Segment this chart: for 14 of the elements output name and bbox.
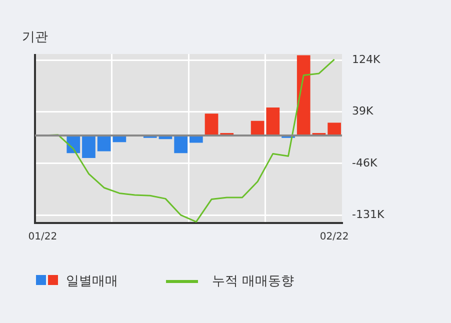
bar xyxy=(82,135,96,158)
y-tick-label: 39K xyxy=(352,104,374,118)
y-tick-label: -131K xyxy=(352,208,385,221)
y-tick-label: -46K xyxy=(352,156,378,170)
legend-label: 누적 매매동향 xyxy=(212,273,294,290)
bar xyxy=(328,122,341,136)
chart-title: 기관 xyxy=(22,29,48,46)
x-tick-label: 01/22 xyxy=(28,232,58,243)
bar xyxy=(296,55,310,136)
bar xyxy=(204,114,218,136)
x-tick-label: 02/22 xyxy=(320,232,349,243)
bar xyxy=(174,135,188,154)
legend-label: 일별매매 xyxy=(66,273,118,290)
y-tick-label: 124K xyxy=(352,52,381,66)
